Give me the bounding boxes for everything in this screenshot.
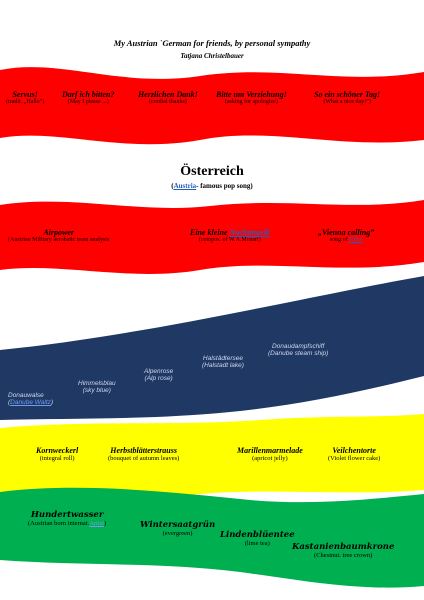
item-translation: (integral roll) [39, 455, 75, 462]
item-translation: (compos. of W.A.Mozart) [198, 237, 261, 243]
item-word: Himmelsblau [78, 380, 116, 387]
phrase-herzlichen-dank: Herzlichen Dank! (cordial thanks) [138, 90, 198, 105]
item-translation: (Violet flower cake) [328, 455, 381, 462]
phrase-word: Bitte um Verziehung! [216, 90, 287, 99]
item-donauwalse: Donauwalse (Danube Waltz) [8, 392, 53, 406]
section-heading: Österreich [180, 164, 244, 179]
item-translation: (apricot jelly) [252, 455, 288, 462]
item-hundertwasser: Hundertwasser (Austrian born internat.Ar… [28, 510, 106, 527]
item-word: Hundertwasser [30, 510, 104, 520]
item-translation: song of Falco [318, 237, 374, 243]
phrase-word: So ein schöner Tag! [314, 90, 381, 99]
austria-link[interactable]: Austria [173, 182, 197, 190]
translation-suffix: ) [104, 520, 107, 527]
item-airpower: Airpower (Austrian Military aerobatic te… [8, 228, 109, 243]
item-kastanienbaumkrone: Kastanienbaumkrone (Chestnut. tree crown… [292, 542, 394, 559]
item-translation: (sky blue) [82, 387, 111, 394]
section-subtitle: (Austria- famous pop song) [0, 182, 424, 190]
phrase-servus: Servus! (tradit. „Hallo”) [6, 90, 44, 105]
artist-link[interactable]: Artist [89, 520, 105, 527]
danube-waltz-link[interactable]: Danube Waltz [10, 399, 51, 406]
item-herbstblaetterstrauss: Herbstblätterstrauss (bouquet of autumn … [108, 446, 179, 462]
phrase-word: Darf ich bitten? [62, 90, 115, 99]
item-translation: (Halstadt lake) [202, 362, 244, 369]
item-word: Airpower [43, 228, 74, 237]
item-kornweckerl: Kornweckerl (integral roll) [36, 446, 78, 462]
item-word: Kastanienbaumkrone [292, 542, 395, 552]
author-name: Tatjana Christelbauer [180, 52, 244, 60]
translation-prefix: (Austrian born internat. [28, 520, 90, 527]
item-translation: (Danube Waltz) [8, 399, 54, 406]
item-word: Herbstblätterstrauss [110, 446, 177, 455]
item-marillenmarmelade: Marillenmarmelade (apricot jelly) [237, 446, 303, 462]
item-translation: (bouquet of autumn leaves) [108, 455, 180, 462]
item-word: „Vienna calling” [318, 228, 375, 237]
item-veilchentorte: Veilchentorte (Violet flower cake) [328, 446, 380, 462]
falco-link[interactable]: Falco [349, 237, 363, 243]
phrase-word: Herzlichen Dank! [138, 90, 198, 99]
item-word: Eine kleine Nachtmusik [190, 228, 270, 237]
item-alpenrose: Alpenrose (Alp rose) [144, 368, 173, 382]
item-translation: (Chestnut. tree crown) [314, 552, 373, 559]
item-himmelsblau: Himmelsblau (sky blue) [78, 380, 116, 394]
phrase-translation: (cordial thanks) [148, 99, 187, 105]
item-vienna-calling: „Vienna calling” song of Falco [318, 228, 374, 243]
item-word: Lindenblüentee [220, 530, 295, 540]
phrase-word: Servus! [12, 90, 38, 99]
item-word: Donauwalse [8, 392, 44, 399]
item-word: Marillenmarmelade [237, 446, 303, 455]
item-word: Kornweckerl [36, 446, 79, 455]
red-band-top [0, 67, 424, 145]
item-word-prefix: Eine kleine [190, 228, 230, 237]
phrase-bitte-um-verziehung: Bitte um Verziehung! (asking for apologi… [216, 90, 287, 105]
item-translation: (Alp rose) [144, 375, 173, 382]
navy-band [0, 276, 424, 420]
phrase-translation: (May I please ...) [67, 99, 109, 105]
item-eine-kleine-nachtmusik: Eine kleine Nachtmusik (compos. of W.A.M… [190, 228, 270, 243]
phrase-darf-ich-bitten: Darf ich bitten? (May I please ...) [62, 90, 114, 105]
item-translation: (Austrian Military aerobatic team analys… [8, 237, 110, 243]
item-word: Halstädtersee [202, 355, 243, 362]
document-title: My Austrian `German for friends, by pers… [113, 38, 311, 48]
phrase-translation: (asking for apologize) [224, 99, 278, 105]
item-translation: (Austrian born internat.Artist) [28, 520, 106, 527]
item-translation: (Danube steam ship) [268, 350, 329, 357]
green-band [0, 487, 424, 588]
phrase-translation: (tradit. „Hallo”) [6, 99, 45, 105]
subtitle-suffix: - famous pop song) [196, 182, 253, 190]
translation-prefix: song of [329, 237, 350, 243]
item-word: Wintersaatgrün [140, 520, 216, 530]
yellow-band [0, 414, 424, 497]
item-wintersaatgruen: Wintersaatgrün (evergreen) [140, 520, 215, 537]
red-band-middle [0, 200, 424, 274]
item-word: Alpenrose [144, 368, 174, 375]
item-translation: (evergreen) [162, 530, 193, 537]
item-lindenbluetentee: Lindenblüentee (lime tea) [220, 530, 295, 547]
nachtmusik-link[interactable]: Nachtmusik [229, 228, 270, 237]
item-halstaedtersee: Halstädtersee (Halstadt lake) [202, 355, 244, 369]
phrase-so-ein-schoener-tag: So ein schöner Tag! (What a nice day!”) [314, 90, 380, 105]
item-translation: (lime tea) [244, 540, 270, 547]
item-word: Veilchentorte [332, 446, 376, 455]
subtitle-prefix: ( [171, 182, 174, 190]
item-donaudampfschiff: Donaudampfschiff (Danube steam ship) [268, 343, 328, 357]
item-word: Donaudampfschiff [271, 343, 325, 350]
phrase-translation: (What a nice day!”) [323, 99, 371, 105]
